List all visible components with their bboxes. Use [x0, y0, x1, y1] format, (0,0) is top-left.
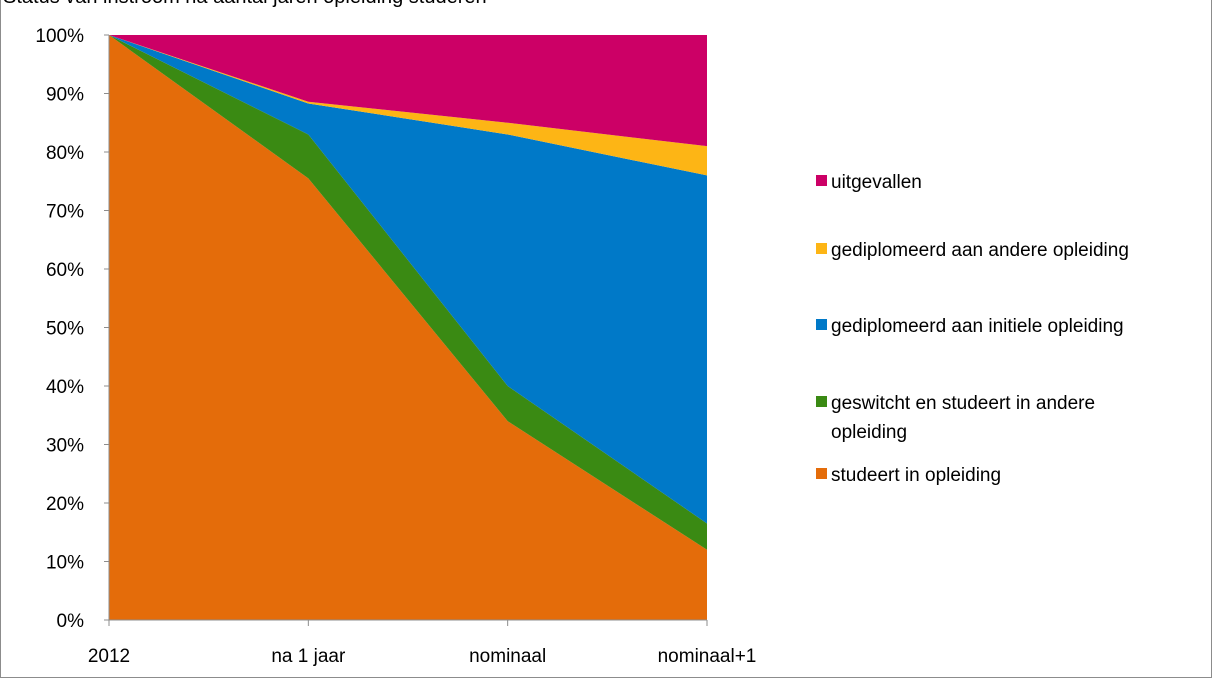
legend-item: geswitcht en studeert in andere opleidin…: [816, 389, 1161, 447]
y-tick-label: 10%: [46, 553, 84, 574]
legend-label: geswitcht en studeert in andere opleidin…: [831, 393, 1096, 443]
area-series-2: [109, 35, 707, 524]
legend-swatch: [816, 175, 827, 186]
x-tick-label: nominaal+1: [658, 646, 757, 667]
y-tick-label: 70%: [46, 202, 84, 223]
legend-swatch: [816, 243, 827, 254]
y-tick-label: 80%: [46, 143, 84, 164]
y-tick-label: 40%: [46, 377, 84, 398]
y-tick-label: 30%: [46, 436, 84, 457]
area-series-0: [109, 35, 707, 620]
legend-item: studeert in opleiding: [816, 461, 1161, 490]
legend-swatch: [816, 319, 827, 330]
y-tick-label: 20%: [46, 494, 84, 515]
legend-item: uitgevallen: [816, 168, 1161, 197]
x-tick-label: nominaal: [469, 646, 546, 667]
legend-label: gediplomeerd aan initiele opleiding: [831, 316, 1124, 337]
legend-swatch: [816, 396, 827, 407]
x-tick-label: na 1 jaar: [271, 646, 346, 667]
area-series-1: [109, 35, 707, 550]
chart-title: Status van instroom na aantal jaren ople…: [3, 0, 487, 7]
legend-swatch: [816, 468, 827, 479]
legend-item: gediplomeerd aan andere opleiding: [816, 236, 1161, 265]
y-tick-label: 90%: [46, 85, 84, 106]
x-tick-label: 2012: [88, 646, 130, 667]
area-series-3: [109, 35, 707, 176]
legend-label: studeert in opleiding: [831, 465, 1002, 486]
y-tick-label: 100%: [35, 26, 84, 47]
y-tick-label: 60%: [46, 260, 84, 281]
legend-label: uitgevallen: [831, 172, 922, 193]
legend-label: gediplomeerd aan andere opleiding: [831, 240, 1129, 261]
legend-item: gediplomeerd aan initiele opleiding: [816, 312, 1161, 341]
y-tick-label: 50%: [46, 319, 84, 340]
area-series-4: [109, 35, 707, 147]
y-tick-label: 0%: [57, 611, 85, 632]
